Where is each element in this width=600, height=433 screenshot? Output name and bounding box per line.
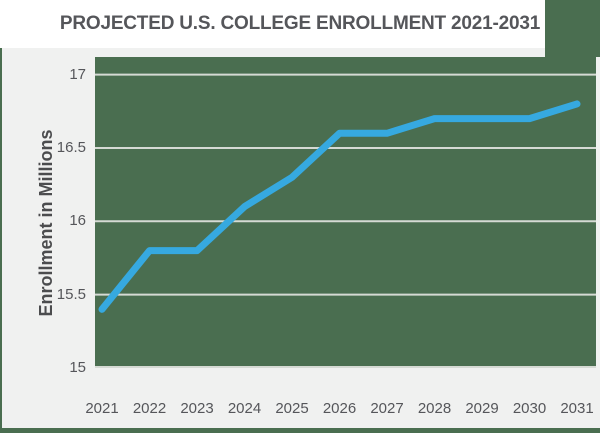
x-tick-label: 2024 <box>227 400 262 417</box>
y-tick-label: 16.5 <box>56 138 86 156</box>
y-tick-label: 15.5 <box>56 285 86 303</box>
gridlines <box>95 73 596 368</box>
y-tick-label: 17 <box>69 65 86 83</box>
y-tick-label: 15 <box>69 359 86 376</box>
x-tick-label: 2025 <box>275 400 309 417</box>
x-tick-label: 2022 <box>132 400 167 417</box>
title-band <box>0 0 545 48</box>
chart-title: PROJECTED U.S. COLLEGE ENROLLMENT 2021-2… <box>59 13 541 34</box>
enrollment-line-chart <box>95 73 596 368</box>
x-tick-label: 2028 <box>417 400 452 417</box>
y-tick-label: 16 <box>69 212 86 230</box>
green-background-edge-bottom <box>0 428 600 433</box>
x-tick-label: 2023 <box>180 400 214 417</box>
x-tick-label: 2031 <box>560 400 594 417</box>
plot-area <box>95 57 596 368</box>
green-background-corner <box>545 0 600 57</box>
green-background-edge-left <box>0 48 2 428</box>
x-tick-label: 2029 <box>465 400 499 417</box>
x-tick-label: 2021 <box>85 400 119 417</box>
x-tick-label: 2026 <box>322 400 357 417</box>
x-tick-label: 2027 <box>370 400 404 417</box>
x-tick-label: 2030 <box>512 400 547 417</box>
enrollment-line <box>98 100 581 313</box>
